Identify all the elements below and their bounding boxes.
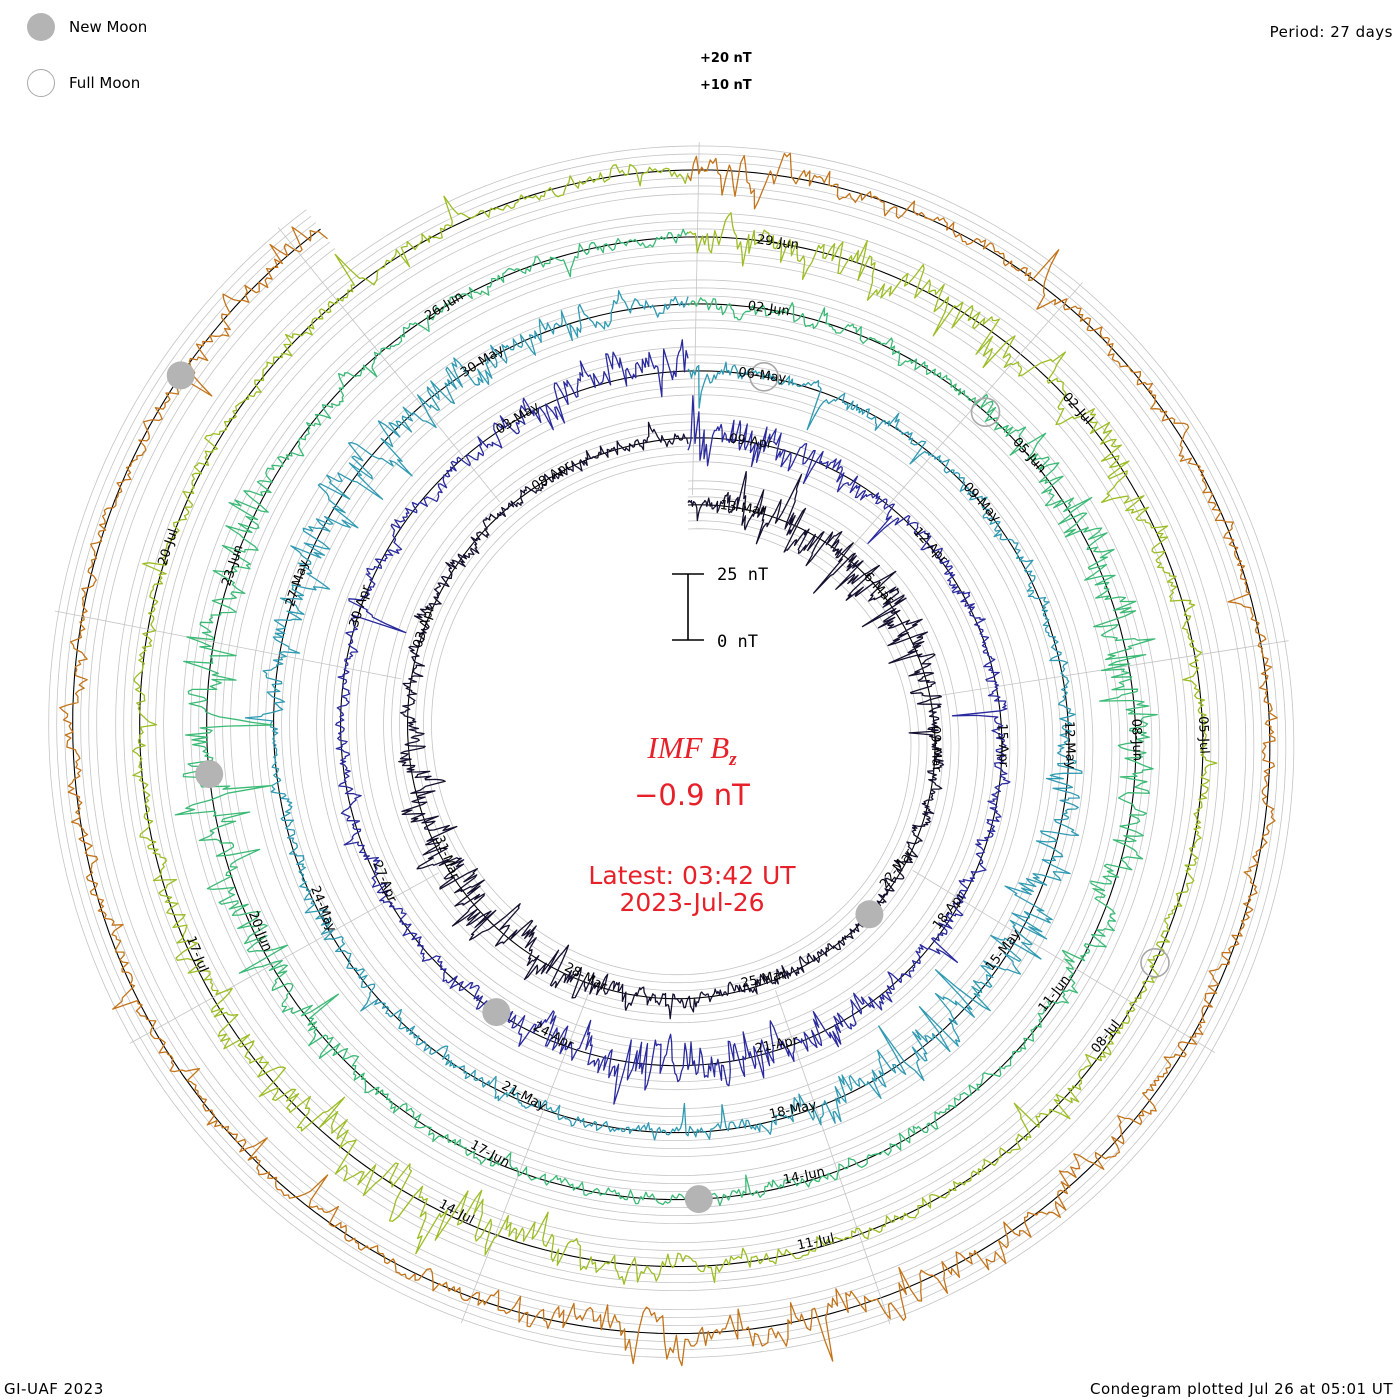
title-subscript: z bbox=[728, 749, 737, 770]
date-label: 13-Mar bbox=[719, 498, 767, 519]
new-moon-marker bbox=[166, 361, 195, 390]
date-label: 23-Jun bbox=[219, 543, 246, 588]
date-label: 09-Apr bbox=[728, 431, 774, 452]
new-moon-marker bbox=[195, 760, 224, 789]
new-moon-marker bbox=[482, 998, 511, 1027]
bz-trace-cycle-2 bbox=[335, 339, 1011, 1105]
date-label: 06-May bbox=[737, 365, 787, 387]
amplitude-label-20: +20 nT bbox=[700, 51, 752, 66]
date-label: 08-Jun bbox=[1128, 718, 1145, 761]
grid-spiral bbox=[48, 145, 1295, 1359]
day-radial-line bbox=[54, 610, 402, 680]
legend-full-moon: Full Moon bbox=[27, 69, 140, 97]
day-radial-line bbox=[277, 227, 501, 503]
date-label: 27-May bbox=[283, 558, 312, 609]
legend-new-moon: New Moon bbox=[27, 13, 147, 41]
date-label: 03-Apr bbox=[411, 603, 439, 650]
legend-full-moon-label: Full Moon bbox=[69, 74, 141, 92]
date-label: 12-May bbox=[1061, 721, 1078, 770]
date-label: 14-Jun bbox=[782, 1164, 826, 1188]
scale-bar-top-label: 25 nT bbox=[717, 565, 768, 585]
plotted-timestamp: Condegram plotted Jul 26 at 05:01 UT bbox=[1089, 1380, 1393, 1398]
date-label: 11-Jun bbox=[1036, 973, 1074, 1016]
date-label: 29-Jun bbox=[756, 232, 800, 253]
date-label: 25-Mar bbox=[740, 967, 789, 991]
bz-trace-cycle-4 bbox=[174, 228, 1158, 1207]
amplitude-label-10: +10 nT bbox=[700, 78, 752, 93]
date-label: 02-Jun bbox=[747, 299, 791, 320]
date-label: 09-May bbox=[960, 480, 1004, 526]
bz-trace-cycle-1 bbox=[398, 421, 945, 1020]
current-value: −0.9 nT bbox=[634, 778, 750, 812]
full-moon-marker bbox=[1140, 947, 1170, 978]
day-radial-line bbox=[850, 282, 1083, 549]
day-radial-line bbox=[692, 142, 700, 496]
day-radial-line bbox=[129, 872, 439, 1044]
date-label: 05-Jul bbox=[1195, 716, 1211, 754]
date-label: 26-Jun bbox=[422, 289, 466, 324]
new-moon-marker bbox=[855, 900, 884, 929]
title-main: IMF B bbox=[646, 730, 729, 765]
date-label: 15-Apr bbox=[994, 723, 1011, 768]
grid-spiral bbox=[88, 185, 1255, 1319]
latest-date: 2023-Jul-26 bbox=[619, 888, 764, 917]
date-label: 20-Jun bbox=[245, 909, 275, 954]
date-label: 30-Apr bbox=[347, 583, 375, 630]
new-moon-icon bbox=[27, 13, 55, 41]
scale-bar-bottom-label: 0 nT bbox=[717, 632, 758, 652]
date-label: 27-Apr bbox=[369, 859, 399, 905]
legend-new-moon-label: New Moon bbox=[69, 18, 148, 36]
date-label: 09-Mar bbox=[927, 726, 944, 773]
full-moon-marker bbox=[970, 397, 1001, 428]
date-label: 12-Apr bbox=[910, 525, 951, 568]
full-moon-marker bbox=[749, 361, 779, 392]
bz-trace-cycle-5 bbox=[132, 163, 1218, 1285]
zero-baseline-spiral bbox=[72, 169, 1271, 1335]
date-label: 05-Jun bbox=[1009, 435, 1048, 476]
full-moon-icon bbox=[27, 69, 55, 97]
date-label: 17-Jul bbox=[183, 934, 211, 975]
grid-spiral bbox=[96, 193, 1247, 1311]
center-panel: 25 nT 0 nT IMF Bz −0.9 nT Latest: 03:42 … bbox=[588, 565, 796, 917]
day-radial-line bbox=[912, 870, 1216, 1054]
new-moon-marker bbox=[684, 1185, 713, 1214]
grid-spiral bbox=[80, 177, 1263, 1327]
date-label: 08-Apr bbox=[529, 458, 574, 494]
moon-markers bbox=[166, 361, 1170, 1214]
bz-trace-cycle-3 bbox=[244, 290, 1083, 1141]
date-label: 24-May bbox=[307, 884, 339, 935]
credit-label: GI-UAF 2023 bbox=[4, 1380, 104, 1398]
amplitude-labels: +20 nT +10 nT bbox=[700, 51, 752, 93]
title-imf-bz: IMF Bz bbox=[646, 730, 737, 770]
bz-traces bbox=[59, 152, 1278, 1367]
bz-trace-cycle-6 bbox=[59, 152, 1278, 1367]
latest-time: Latest: 03:42 UT bbox=[588, 861, 796, 890]
grid-spiral bbox=[56, 153, 1287, 1351]
period-label: Period: 27 days bbox=[1269, 23, 1393, 41]
